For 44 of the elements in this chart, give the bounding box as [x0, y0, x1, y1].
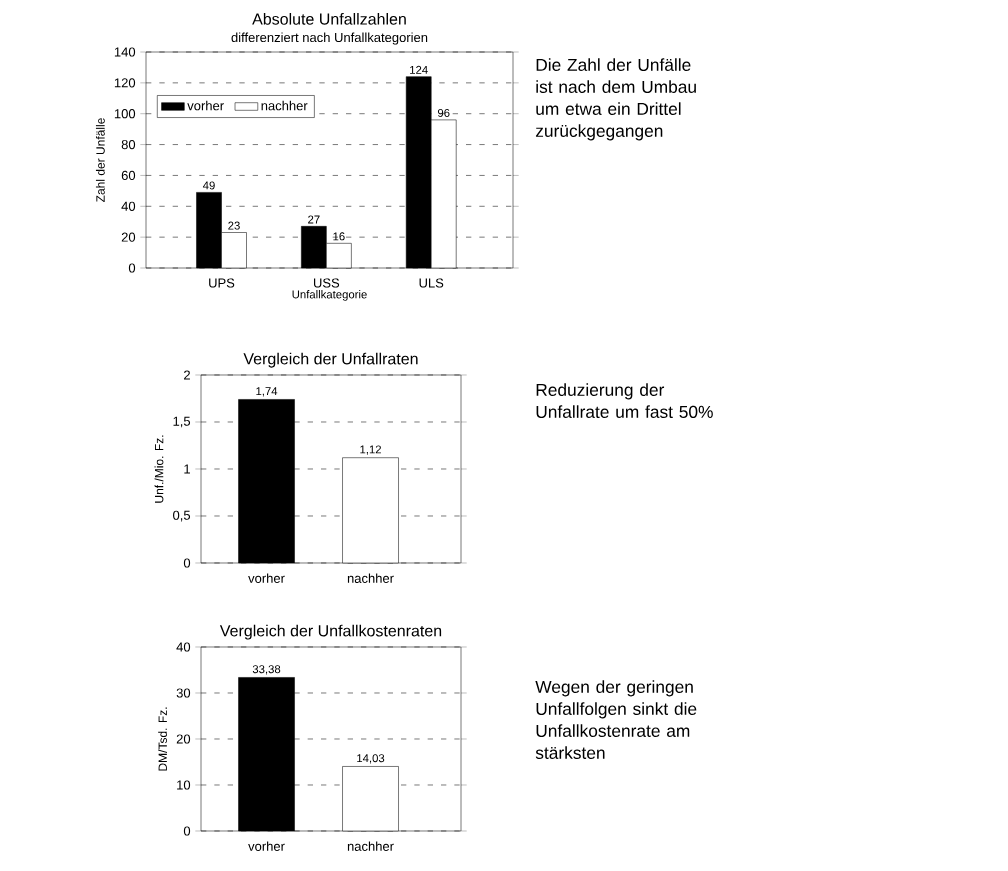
- chart-title: Vergleich der Unfallraten: [243, 352, 418, 368]
- data-label: 124: [410, 65, 428, 74]
- y-tick-label: 2: [184, 370, 190, 380]
- legend-label: vorher: [187, 100, 224, 111]
- y-axis-title: DM/Tsd. Fz.: [158, 707, 167, 771]
- data-label: 14,03: [357, 754, 385, 764]
- y-tick-label: 20: [176, 734, 191, 744]
- y-tick-label: 100: [114, 109, 136, 119]
- y-tick-label: 60: [121, 170, 136, 181]
- text: Reduzierung der Unfallrate um fast 50%: [536, 383, 713, 418]
- chart-title: Vergleich der Unfallkostenraten: [219, 624, 442, 640]
- y-tick-label: 0: [128, 263, 136, 273]
- data-label: 96: [437, 108, 450, 117]
- y-tick-label: 0: [183, 558, 191, 568]
- data-label: 1,74: [256, 387, 278, 397]
- data-label: 16: [333, 232, 345, 241]
- y-tick-label: 120: [114, 78, 136, 88]
- text: Die Zahl der Unfälle ist nach dem Umbau um etwa ein Drittel zurückgegangen: [535, 58, 696, 141]
- y-tick-label: 30: [176, 688, 191, 698]
- chart-subtitle: differenziert nach Unfallkategorien: [231, 32, 428, 45]
- x-tick-label: ULS: [419, 278, 444, 288]
- data-label: 33,38: [252, 665, 281, 675]
- y-tick-label: 0: [183, 826, 191, 836]
- data-label: 1,12: [360, 445, 381, 455]
- x-axis-title: Unfallkategorie: [292, 290, 367, 301]
- data-label: 23: [228, 221, 240, 230]
- y-tick-label: 20: [121, 232, 136, 242]
- data-label: 27: [308, 215, 320, 224]
- y-tick-label: 10: [177, 780, 191, 790]
- legend-label: nachher: [261, 100, 308, 111]
- x-tick-label: USS: [314, 278, 340, 288]
- y-tick-label: 40: [121, 201, 136, 211]
- data-label: 49: [202, 181, 215, 190]
- y-axis-title: Zahl der Unfälle: [95, 118, 105, 202]
- y-axis-title: Unf./Mio. Fz.: [154, 435, 164, 503]
- y-tick-label: 1,5: [173, 416, 191, 428]
- x-tick-label: UPS: [209, 278, 235, 288]
- chart-title: Absolute Unfallzahlen: [252, 13, 406, 25]
- y-tick-label: 80: [121, 139, 136, 150]
- y-tick-label: 40: [176, 642, 191, 652]
- y-tick-label: 1: [184, 464, 190, 474]
- y-tick-label: 140: [114, 47, 136, 57]
- y-tick-label: 0,5: [173, 510, 191, 522]
- text: Wegen der geringen Unfallfolgen sinkt die Unfallkostenrate am stärksten: [535, 680, 697, 759]
